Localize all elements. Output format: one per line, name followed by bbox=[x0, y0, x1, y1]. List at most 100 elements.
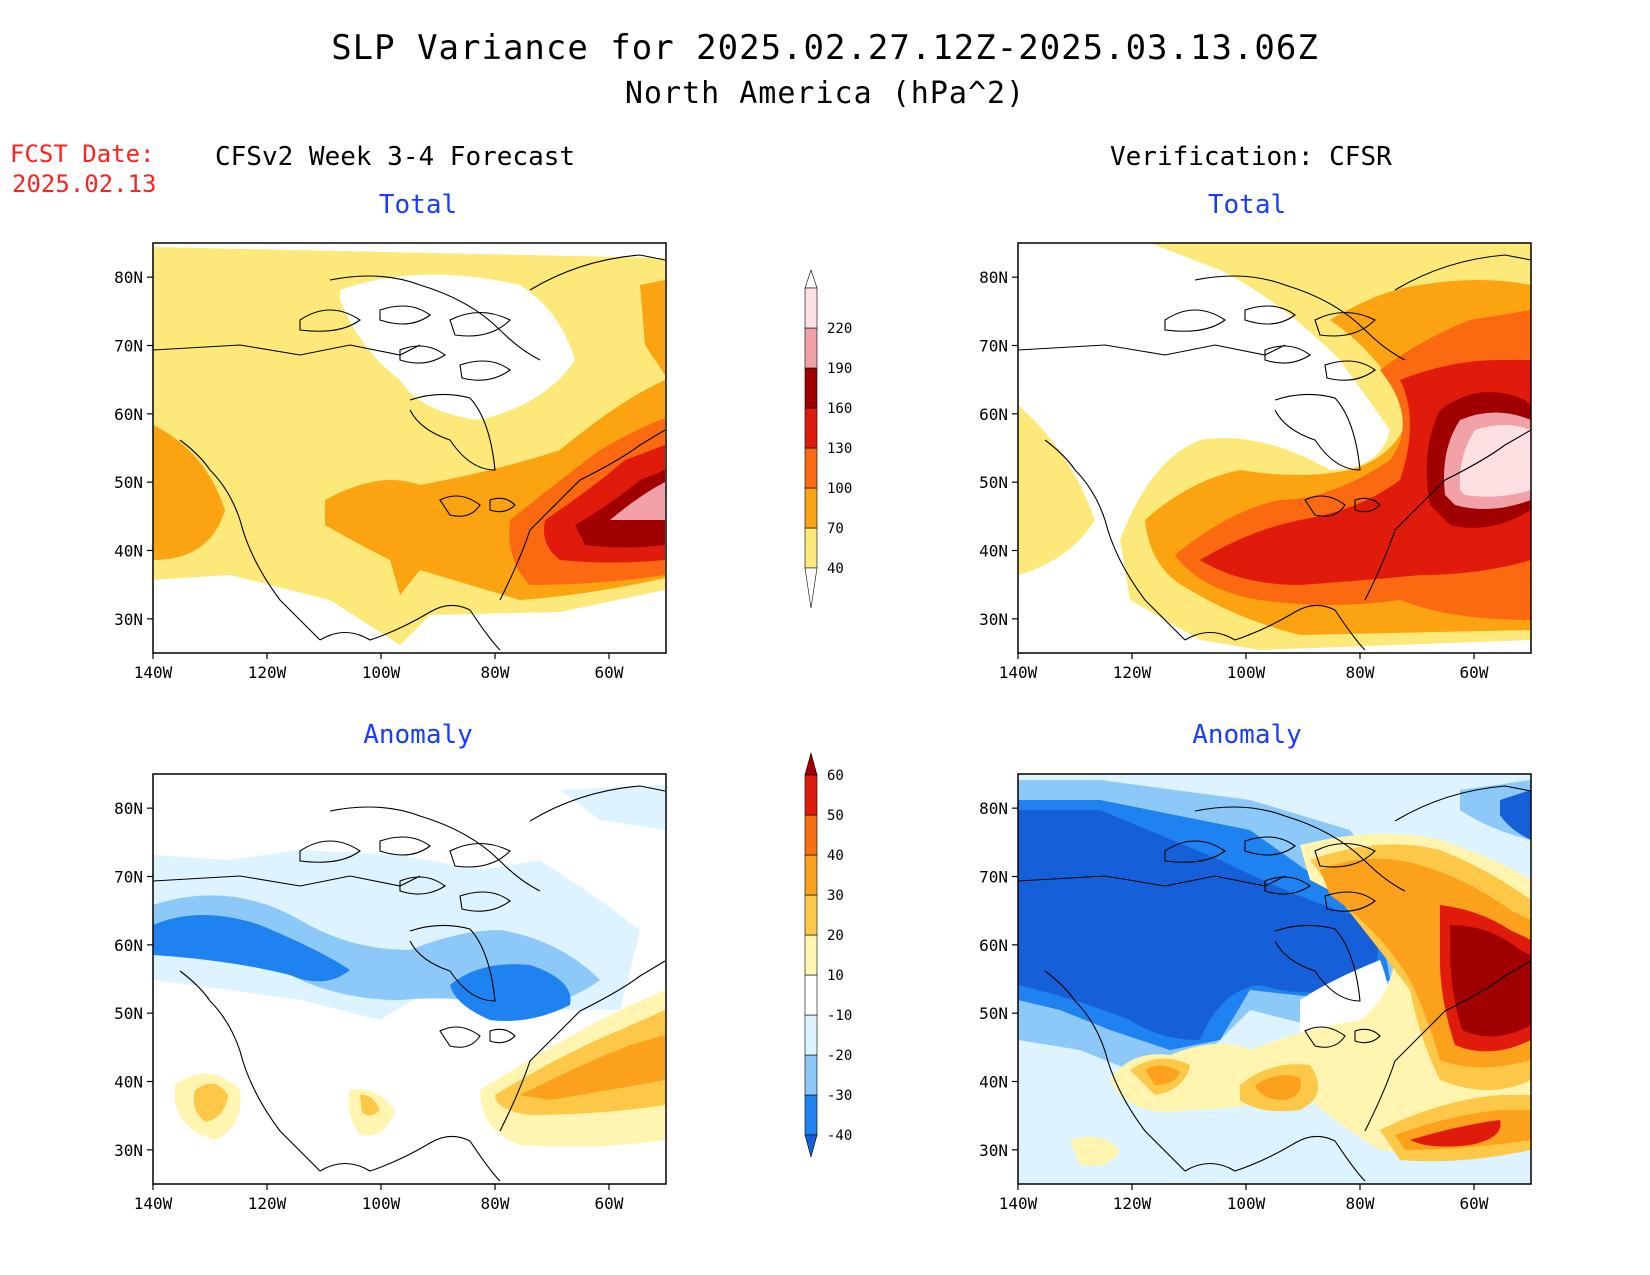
axes-verification-total: 140W 120W 100W 80W 60W 30N 40N 50N 60N 70N 80N bbox=[979, 268, 1489, 682]
coastlines-forecast-total bbox=[153, 254, 666, 651]
shading-verification-total bbox=[1018, 243, 1531, 650]
colorbar-segment bbox=[804, 1014, 818, 1056]
colorbar-segment bbox=[804, 894, 818, 936]
colorbar-label: 70 bbox=[827, 521, 844, 537]
lon-tick-label: 60W bbox=[1460, 1194, 1489, 1213]
colorbar-segment bbox=[804, 854, 818, 896]
coastlines-verification-total bbox=[1018, 254, 1531, 651]
lat-tick-label: 80N bbox=[114, 799, 143, 818]
lon-tick-label: 100W bbox=[1227, 1194, 1266, 1213]
lat-tick-label: 40N bbox=[114, 542, 143, 561]
lon-tick-label: 120W bbox=[1113, 663, 1152, 682]
lat-tick-label: 50N bbox=[114, 473, 143, 492]
colorbar-segment bbox=[804, 447, 818, 489]
lon-tick-label: 100W bbox=[362, 663, 401, 682]
lat-tick-label: 70N bbox=[114, 337, 143, 356]
lat-tick-label: 50N bbox=[114, 1004, 143, 1023]
colorbar-label: 40 bbox=[827, 848, 844, 864]
colorbar-label: 220 bbox=[827, 321, 852, 337]
colorbar-label: -30 bbox=[827, 1088, 852, 1104]
lon-tick-label: 60W bbox=[595, 663, 624, 682]
colorbar-label: 30 bbox=[827, 888, 844, 904]
panel-title-forecast-total: Total bbox=[378, 190, 458, 220]
axes-verification-anomaly: 140W 120W 100W 80W 60W 30N 40N 50N 60N 70N 80N bbox=[979, 799, 1489, 1213]
lat-tick-label: 40N bbox=[979, 542, 1008, 561]
colorbar-segment bbox=[804, 1054, 818, 1096]
lon-tick-label: 140W bbox=[134, 663, 173, 682]
lon-tick-label: 120W bbox=[248, 1194, 287, 1213]
colorbar-segment bbox=[804, 487, 818, 529]
coastlines-verification-anomaly bbox=[1018, 785, 1531, 1182]
colorbar-label: 40 bbox=[827, 561, 844, 577]
colorbar-segment bbox=[804, 934, 818, 976]
axes-forecast-anomaly: 140W 120W 100W 80W 60W 30N 40N 50N 60N 70N 80N bbox=[114, 799, 624, 1213]
lon-tick-label: 80W bbox=[481, 663, 510, 682]
colorbar-segment bbox=[804, 527, 818, 569]
colorbar-total: 40 70 100 130 160 190 220 bbox=[804, 269, 852, 609]
lon-tick-label: 120W bbox=[248, 663, 287, 682]
lat-tick-label: 70N bbox=[979, 337, 1008, 356]
colorbar-label: 130 bbox=[827, 441, 852, 457]
lat-tick-label: 30N bbox=[979, 1141, 1008, 1160]
map-frame-forecast-anomaly bbox=[152, 773, 667, 1185]
lon-tick-label: 80W bbox=[481, 1194, 510, 1213]
map-panel-verification-anomaly: 140W 120W 100W 80W 60W 30N 40N 50N 60N 70N 80N bbox=[979, 773, 1532, 1213]
colorbar-label: 50 bbox=[827, 808, 844, 824]
lat-tick-label: 50N bbox=[979, 1004, 1008, 1023]
colorbar-cap-top bbox=[804, 751, 818, 776]
colorbar-label: 190 bbox=[827, 361, 852, 377]
lon-tick-label: 80W bbox=[1346, 663, 1375, 682]
map-panel-forecast-total: 140W 120W 100W 80W 60W 30N 40N 50N 60N 70N 80N bbox=[114, 242, 667, 682]
lat-tick-label: 60N bbox=[979, 936, 1008, 955]
colorbar-segment bbox=[804, 774, 818, 816]
forecast-date-value: 2025.02.13 bbox=[12, 170, 157, 198]
colorbar-label: -40 bbox=[827, 1128, 852, 1144]
colorbar-label: 100 bbox=[827, 481, 852, 497]
plot-title: SLP Variance for 2025.02.27.12Z-2025.03.… bbox=[331, 28, 1319, 68]
colorbar-label: -20 bbox=[827, 1048, 852, 1064]
colorbar-segment bbox=[804, 327, 818, 369]
lon-tick-label: 80W bbox=[1346, 1194, 1375, 1213]
colorbar-segment bbox=[804, 367, 818, 409]
colorbar-segment bbox=[804, 287, 818, 329]
map-panel-forecast-anomaly: 140W 120W 100W 80W 60W 30N 40N 50N 60N 70N 80N bbox=[114, 773, 667, 1213]
map-frame-forecast-total bbox=[152, 242, 667, 654]
lat-tick-label: 80N bbox=[114, 268, 143, 287]
colorbar-cap-top bbox=[804, 269, 818, 289]
shading-verification-anomaly bbox=[1018, 774, 1531, 1184]
map-frame-verification-total bbox=[1017, 242, 1532, 654]
lon-tick-label: 120W bbox=[1113, 1194, 1152, 1213]
lon-tick-label: 140W bbox=[999, 1194, 1038, 1213]
coastlines-forecast-anomaly bbox=[153, 785, 666, 1182]
shading-forecast-total bbox=[153, 247, 665, 645]
panel-title-verification-anomaly: Anomaly bbox=[1192, 720, 1302, 750]
verification-column-heading: Verification: CFSR bbox=[1110, 142, 1392, 172]
lon-tick-label: 60W bbox=[1460, 663, 1489, 682]
shading-forecast-anomaly bbox=[153, 785, 665, 1147]
lat-tick-label: 30N bbox=[114, 1141, 143, 1160]
colorbar-label: 20 bbox=[827, 928, 844, 944]
lon-tick-label: 100W bbox=[362, 1194, 401, 1213]
colorbar-segment bbox=[804, 974, 818, 1016]
colorbar-segment bbox=[804, 814, 818, 856]
lat-tick-label: 40N bbox=[979, 1073, 1008, 1092]
colorbar-anomaly: -40 -30 -20 -10 10 20 30 40 50 60 bbox=[804, 751, 852, 1159]
lat-tick-label: 30N bbox=[979, 610, 1008, 629]
plot-subtitle: North America (hPa^2) bbox=[624, 76, 1026, 111]
colorbar-cap-bottom bbox=[804, 567, 818, 609]
colorbar-segment bbox=[804, 407, 818, 449]
colorbar-segment bbox=[804, 1094, 818, 1136]
lat-tick-label: 30N bbox=[114, 610, 143, 629]
colorbar-label: 60 bbox=[827, 768, 844, 784]
lon-tick-label: 100W bbox=[1227, 663, 1266, 682]
lat-tick-label: 60N bbox=[979, 405, 1008, 424]
lat-tick-label: 40N bbox=[114, 1073, 143, 1092]
lon-tick-label: 140W bbox=[134, 1194, 173, 1213]
forecast-date-label: FCST Date: bbox=[10, 140, 155, 168]
panel-title-forecast-anomaly: Anomaly bbox=[363, 720, 473, 750]
map-panel-verification-total: 140W 120W 100W 80W 60W 30N 40N 50N 60N 70N 80N bbox=[979, 242, 1532, 682]
lon-tick-label: 140W bbox=[999, 663, 1038, 682]
map-frame-verification-anomaly bbox=[1017, 773, 1532, 1185]
colorbar-cap-bottom bbox=[804, 1134, 818, 1159]
